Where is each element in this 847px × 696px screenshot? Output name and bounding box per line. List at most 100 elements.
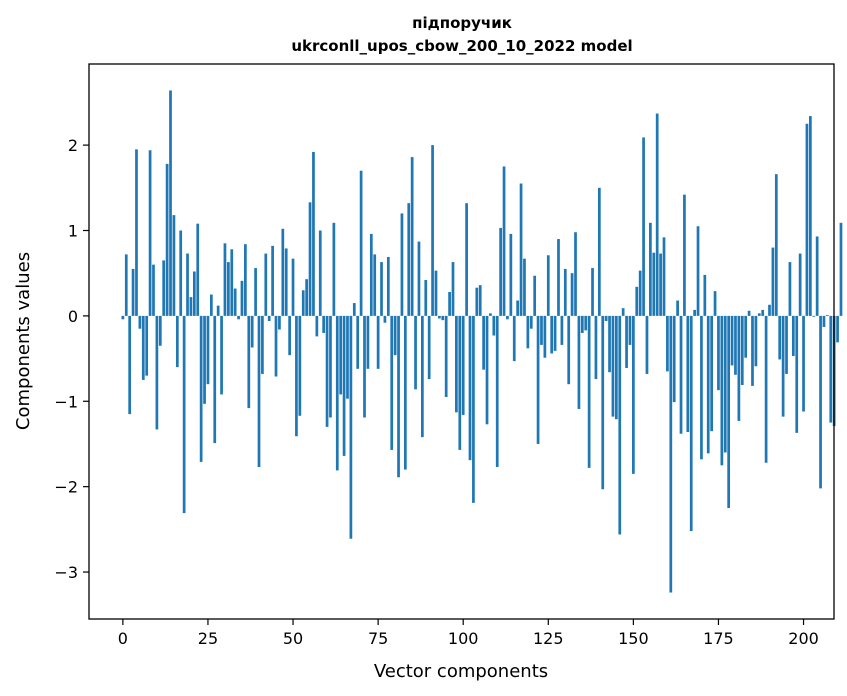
bar-component-193 <box>778 315 782 360</box>
bar-component-63 <box>335 315 339 471</box>
bar-component-177 <box>723 315 727 453</box>
bar-component-31 <box>227 262 230 316</box>
bar-component-111 <box>499 227 502 316</box>
bar-component-207 <box>826 315 829 316</box>
bar-component-161 <box>669 315 673 593</box>
bar-component-108 <box>489 313 492 316</box>
bar-component-180 <box>734 315 737 375</box>
bar-component-33 <box>233 288 237 316</box>
bar-component-58 <box>318 230 322 316</box>
bar-component-176 <box>720 315 724 466</box>
bar-component-204 <box>815 236 819 316</box>
x-tick-label: 150 <box>618 629 649 648</box>
bar-series <box>121 90 843 593</box>
bar-component-57 <box>315 315 319 337</box>
x-tick-label: 0 <box>118 629 128 648</box>
bar-component-172 <box>706 315 710 454</box>
bar-component-65 <box>342 315 346 456</box>
bar-component-12 <box>162 260 166 316</box>
bar-component-69 <box>356 315 360 369</box>
bar-component-18 <box>182 315 186 514</box>
bar-component-79 <box>390 315 394 450</box>
x-tick-label: 50 <box>283 629 303 648</box>
bar-component-203 <box>812 315 816 317</box>
bar-component-41 <box>261 315 264 374</box>
bar-component-82 <box>400 213 404 316</box>
y-axis-ticks: −3 −2 −1 0 1 2 <box>54 136 89 582</box>
x-tick-label: 200 <box>788 629 819 648</box>
bar-component-15 <box>172 215 176 316</box>
plot-area-frame <box>88 63 835 620</box>
bar-component-92 <box>434 270 438 316</box>
bar-component-8 <box>148 150 152 316</box>
bar-component-113 <box>506 315 509 320</box>
bar-component-1 <box>124 254 128 316</box>
bar-component-6 <box>141 315 145 380</box>
bar-component-26 <box>209 294 213 316</box>
bar-component-5 <box>138 315 142 329</box>
bar-component-72 <box>366 315 370 369</box>
bar-component-146 <box>618 315 622 535</box>
y-tick-label: 1 <box>68 222 78 241</box>
x-axis-label: Vector components <box>374 661 548 682</box>
x-tick-label: 100 <box>448 629 479 648</box>
bar-component-45 <box>274 315 278 377</box>
bar-component-11 <box>158 315 162 346</box>
bar-component-156 <box>652 252 656 316</box>
bar-component-73 <box>369 233 373 316</box>
bar-component-140 <box>597 187 601 316</box>
bar-component-86 <box>414 315 417 390</box>
bar-component-37 <box>247 315 251 409</box>
bar-component-183 <box>744 315 748 358</box>
bar-component-120 <box>529 315 533 329</box>
bar-component-14 <box>169 90 172 316</box>
bar-component-175 <box>717 315 720 391</box>
bar-component-208 <box>829 315 833 423</box>
bar-component-122 <box>536 315 540 444</box>
x-tick-label: 75 <box>368 629 388 648</box>
bar-component-83 <box>403 315 407 470</box>
bar-component-150 <box>632 315 635 474</box>
bar-component-97 <box>451 262 455 316</box>
bar-component-192 <box>774 174 778 316</box>
bar-component-91 <box>431 145 434 316</box>
bar-component-84 <box>407 203 411 316</box>
y-tick-label: −1 <box>54 392 78 411</box>
bar-component-128 <box>557 239 560 316</box>
bar-component-95 <box>444 315 448 397</box>
bar-component-206 <box>822 315 826 327</box>
bar-component-50 <box>291 258 295 316</box>
bar-component-34 <box>237 315 240 320</box>
bar-component-29 <box>220 315 223 395</box>
bar-component-78 <box>386 256 390 316</box>
bar-component-134 <box>577 315 581 409</box>
bar-component-153 <box>642 137 645 316</box>
bar-component-7 <box>145 315 149 376</box>
bar-component-17 <box>179 230 183 316</box>
bar-component-121 <box>533 275 537 316</box>
bar-component-76 <box>380 262 383 316</box>
bar-component-56 <box>312 151 315 316</box>
bar-component-74 <box>373 254 377 316</box>
bar-component-198 <box>795 315 799 433</box>
chart-title-line2: ukrconll_upos_cbow_200_10_2022 model <box>291 37 632 55</box>
bar-component-20 <box>189 297 193 316</box>
bar-component-164 <box>679 315 683 434</box>
bar-component-142 <box>604 315 608 321</box>
bar-component-119 <box>526 315 530 349</box>
bar-component-66 <box>346 315 349 399</box>
bar-component-125 <box>546 255 550 316</box>
x-tick-label: 25 <box>198 629 218 648</box>
bar-component-70 <box>359 170 363 316</box>
bar-component-137 <box>587 315 591 468</box>
bar-component-163 <box>676 300 679 316</box>
bar-component-145 <box>614 315 618 420</box>
y-axis-label: Components values <box>13 252 34 430</box>
bar-component-200 <box>802 315 805 412</box>
bar-component-132 <box>570 273 574 316</box>
bar-component-105 <box>478 285 482 316</box>
bar-component-77 <box>383 315 387 323</box>
bar-component-2 <box>128 315 132 415</box>
x-axis-ticks: 0 25 50 75 100 125 150 175 200 <box>118 619 819 648</box>
